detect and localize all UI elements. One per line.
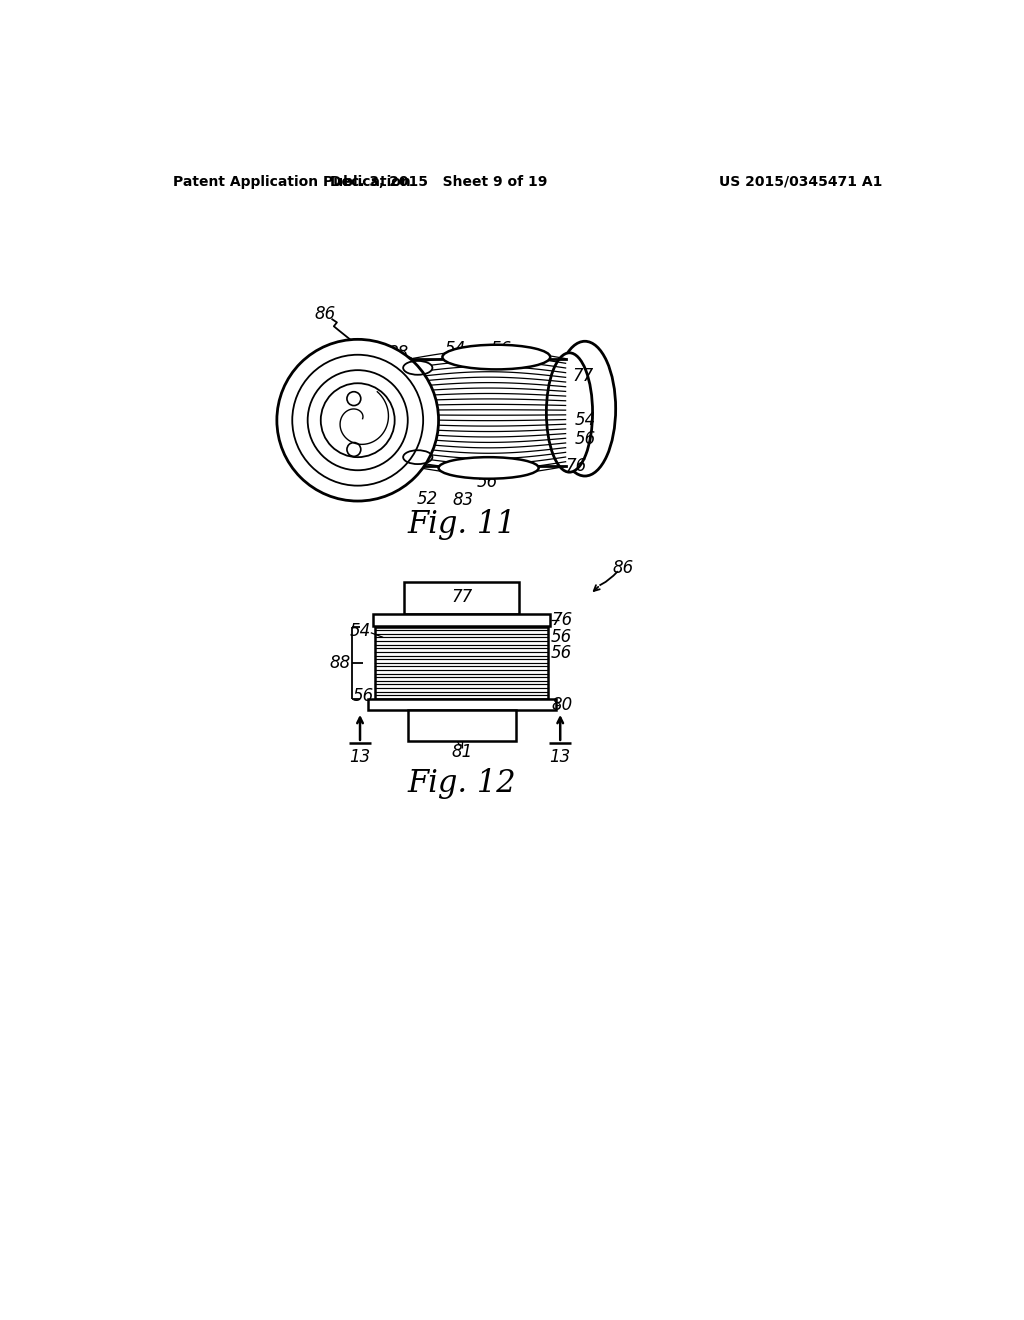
Text: 80: 80: [551, 696, 572, 714]
Ellipse shape: [403, 360, 432, 375]
Text: 86: 86: [314, 305, 336, 323]
Text: 80: 80: [368, 384, 389, 401]
Text: 83: 83: [347, 384, 369, 401]
Text: 83: 83: [453, 491, 474, 510]
Text: 88: 88: [330, 653, 350, 672]
Text: 81: 81: [451, 743, 472, 762]
Text: 52: 52: [345, 397, 366, 416]
Circle shape: [276, 339, 438, 502]
Bar: [403, 582, 519, 614]
Text: 56: 56: [551, 628, 572, 647]
Text: 76: 76: [565, 458, 587, 475]
Text: 54: 54: [349, 622, 371, 640]
Text: 54: 54: [444, 339, 466, 358]
Ellipse shape: [403, 450, 432, 465]
Text: Patent Application Publication: Patent Application Publication: [173, 174, 411, 189]
Text: Dec. 3, 2015   Sheet 9 of 19: Dec. 3, 2015 Sheet 9 of 19: [330, 174, 547, 189]
Bar: [408, 710, 515, 742]
Bar: [373, 614, 550, 626]
Text: 56: 56: [551, 644, 572, 661]
Text: 52: 52: [417, 490, 437, 508]
Text: Fig. 12: Fig. 12: [408, 768, 516, 799]
Text: 56: 56: [492, 339, 512, 358]
Bar: [368, 700, 556, 710]
Text: 13: 13: [550, 747, 570, 766]
Text: 56: 56: [476, 473, 498, 491]
Text: 88: 88: [387, 345, 409, 362]
Text: 81: 81: [330, 426, 351, 445]
Text: 56: 56: [352, 686, 374, 705]
Text: 86: 86: [612, 560, 634, 577]
Text: Fig. 11: Fig. 11: [408, 508, 516, 540]
Text: 77: 77: [451, 589, 472, 606]
Text: 54: 54: [574, 412, 596, 429]
Ellipse shape: [438, 457, 539, 479]
Text: 56: 56: [574, 430, 596, 449]
Text: 13: 13: [349, 747, 371, 766]
Text: 82: 82: [330, 451, 350, 469]
Text: US 2015/0345471 A1: US 2015/0345471 A1: [719, 174, 882, 189]
Text: 76: 76: [551, 611, 572, 630]
Ellipse shape: [442, 345, 550, 370]
Text: 77: 77: [572, 367, 594, 384]
Ellipse shape: [554, 342, 615, 477]
Ellipse shape: [547, 352, 593, 473]
Bar: [376, 627, 548, 700]
